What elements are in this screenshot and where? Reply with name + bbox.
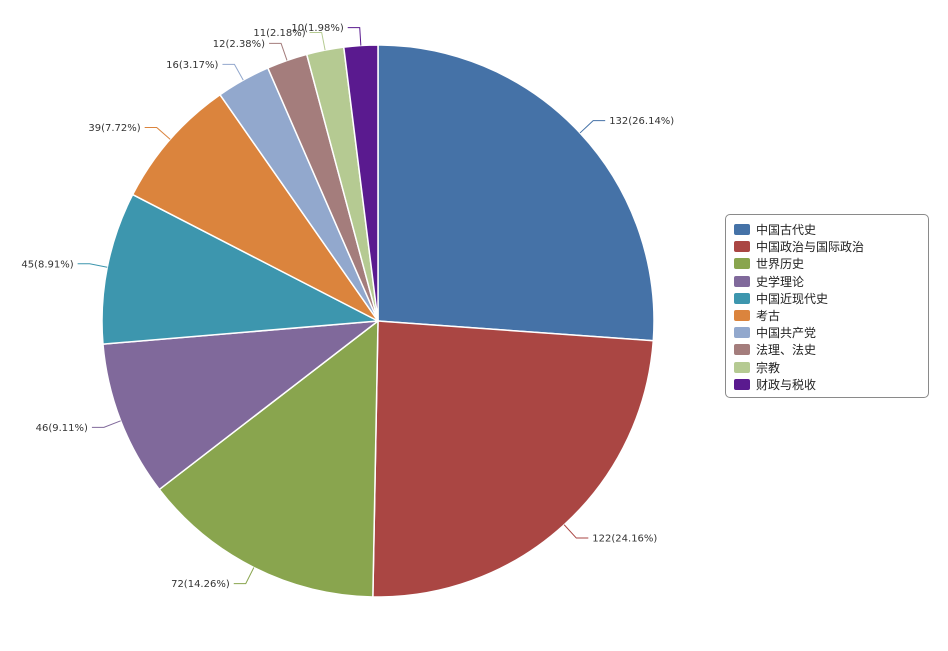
pie-slice[interactable] xyxy=(131,93,379,322)
legend-swatch xyxy=(734,241,750,253)
legend-swatch xyxy=(734,258,750,270)
pie-slice[interactable] xyxy=(377,44,655,342)
legend-label: 史学理论 xyxy=(756,274,805,289)
legend-swatch xyxy=(734,292,750,304)
slice-label: 46(9.11%) xyxy=(36,423,88,434)
label-connector xyxy=(563,524,589,539)
label-connector xyxy=(233,567,255,585)
slice-label: 122(24.16%) xyxy=(592,534,657,545)
legend-swatch xyxy=(734,275,750,287)
legend-item[interactable]: 考古 xyxy=(726,307,928,324)
legend-label: 法理、法史 xyxy=(756,343,817,358)
label-connector xyxy=(144,126,171,140)
pie-slices xyxy=(101,44,655,598)
legend-swatch xyxy=(734,310,750,322)
slice-label: 12(2.38%) xyxy=(213,39,265,50)
legend-item[interactable]: 中国古代史 xyxy=(726,221,928,238)
legend-swatch xyxy=(734,224,750,236)
legend-label: 考古 xyxy=(756,309,781,324)
pie-slice[interactable] xyxy=(342,44,379,322)
label-connector xyxy=(309,31,326,51)
label-connectors xyxy=(77,27,606,585)
legend-label: 世界历史 xyxy=(756,257,805,272)
legend-item[interactable]: 中国共产党 xyxy=(726,324,928,341)
legend-label: 中国近现代史 xyxy=(756,291,829,306)
legend-swatch xyxy=(734,344,750,356)
label-connector xyxy=(579,120,606,134)
legend-label: 财政与税收 xyxy=(756,377,817,392)
legend-swatch xyxy=(734,327,750,339)
label-connector xyxy=(91,420,121,428)
legend-item[interactable]: 宗教 xyxy=(726,359,928,376)
legend-label: 宗教 xyxy=(756,360,781,375)
legend-label: 中国共产党 xyxy=(756,326,817,341)
label-connector xyxy=(222,63,244,81)
legend-item[interactable]: 史学理论 xyxy=(726,273,928,290)
legend-swatch xyxy=(734,361,750,373)
slice-label: 72(14.26%) xyxy=(171,579,230,590)
legend-item[interactable]: 中国近现代史 xyxy=(726,290,928,307)
slice-label: 39(7.72%) xyxy=(88,123,140,134)
slice-labels: 132(26.14%) 122(24.16%) 72(14.26%) 46(9.11%… xyxy=(21,23,674,590)
legend-item[interactable]: 法理、法史 xyxy=(726,341,928,358)
legend: 中国古代史 中国政治与国际政治 世界历史 史学理论 中国近现代史 考古 中国共产… xyxy=(725,214,929,398)
pie-slice[interactable] xyxy=(158,320,379,598)
label-connector xyxy=(77,263,108,268)
slice-label: 10(1.98%) xyxy=(291,23,343,34)
slice-label: 16(3.17%) xyxy=(166,60,218,71)
legend-label: 中国政治与国际政治 xyxy=(756,240,865,255)
legend-swatch xyxy=(734,378,750,390)
pie-slice[interactable] xyxy=(372,320,655,598)
pie-slice[interactable] xyxy=(102,320,379,491)
label-connector xyxy=(347,27,362,46)
legend-item[interactable]: 中国政治与国际政治 xyxy=(726,238,928,255)
slice-label: 11(2.18%) xyxy=(253,28,305,39)
legend-item[interactable]: 财政与税收 xyxy=(726,376,928,393)
slice-label: 132(26.14%) xyxy=(609,116,674,127)
label-connector xyxy=(269,42,288,61)
legend-item[interactable]: 世界历史 xyxy=(726,255,928,272)
legend-label: 中国古代史 xyxy=(756,223,817,238)
slice-label: 45(8.91%) xyxy=(21,259,73,270)
